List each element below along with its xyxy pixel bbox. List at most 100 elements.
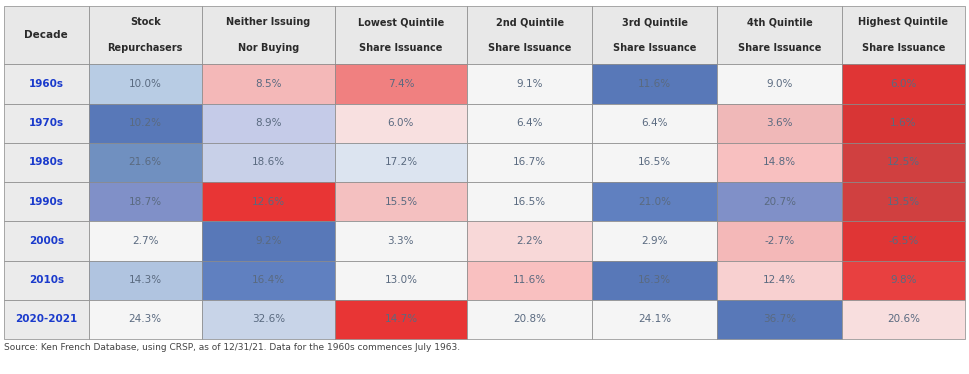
Bar xyxy=(88,300,202,339)
Bar xyxy=(202,261,334,300)
Text: 13.5%: 13.5% xyxy=(887,197,920,207)
Bar xyxy=(467,221,592,261)
Bar xyxy=(592,182,717,221)
Text: 1990s: 1990s xyxy=(29,197,64,207)
Bar xyxy=(88,104,202,143)
Text: Repurchasers: Repurchasers xyxy=(108,43,183,53)
Bar xyxy=(842,104,965,143)
Text: 2.2%: 2.2% xyxy=(516,236,543,246)
Text: 36.7%: 36.7% xyxy=(763,315,797,324)
Text: 8.5%: 8.5% xyxy=(255,79,282,89)
Text: 12.4%: 12.4% xyxy=(763,275,797,285)
Bar xyxy=(592,104,717,143)
Bar xyxy=(467,104,592,143)
Bar xyxy=(842,182,965,221)
Text: 1.6%: 1.6% xyxy=(891,118,917,128)
Bar xyxy=(4,104,88,143)
Bar xyxy=(592,300,717,339)
Bar xyxy=(4,143,88,182)
Text: Nor Buying: Nor Buying xyxy=(237,43,298,53)
Text: 16.4%: 16.4% xyxy=(252,275,285,285)
Bar xyxy=(467,6,592,64)
Text: 18.6%: 18.6% xyxy=(252,157,285,168)
Text: 24.3%: 24.3% xyxy=(129,315,162,324)
Text: 2.7%: 2.7% xyxy=(132,236,159,246)
Text: 10.0%: 10.0% xyxy=(129,79,162,89)
Bar xyxy=(467,143,592,182)
Bar xyxy=(202,143,334,182)
Text: 1980s: 1980s xyxy=(29,157,64,168)
Bar xyxy=(592,143,717,182)
Text: 21.0%: 21.0% xyxy=(639,197,672,207)
Bar xyxy=(592,261,717,300)
Bar xyxy=(717,64,842,104)
Text: Share Issuance: Share Issuance xyxy=(861,43,945,53)
Bar xyxy=(88,64,202,104)
Text: 14.7%: 14.7% xyxy=(385,315,418,324)
Text: 14.3%: 14.3% xyxy=(129,275,162,285)
Text: 20.8%: 20.8% xyxy=(514,315,547,324)
Text: 6.0%: 6.0% xyxy=(891,79,917,89)
Bar xyxy=(467,261,592,300)
Text: 2000s: 2000s xyxy=(29,236,64,246)
Bar xyxy=(592,6,717,64)
Text: 9.0%: 9.0% xyxy=(766,79,793,89)
Bar xyxy=(717,221,842,261)
Bar xyxy=(88,6,202,64)
Text: 9.2%: 9.2% xyxy=(255,236,282,246)
Text: Stock: Stock xyxy=(130,17,161,27)
Text: Share Issuance: Share Issuance xyxy=(359,43,443,53)
Bar xyxy=(842,143,965,182)
Bar xyxy=(202,6,334,64)
Text: 20.6%: 20.6% xyxy=(887,315,920,324)
Bar xyxy=(717,261,842,300)
Bar xyxy=(842,300,965,339)
Text: 3rd Quintile: 3rd Quintile xyxy=(621,17,688,27)
Text: 24.1%: 24.1% xyxy=(638,315,672,324)
Bar xyxy=(717,6,842,64)
Text: 10.2%: 10.2% xyxy=(129,118,162,128)
Text: 1970s: 1970s xyxy=(29,118,64,128)
Bar xyxy=(842,64,965,104)
Text: 11.6%: 11.6% xyxy=(638,79,672,89)
Bar xyxy=(717,104,842,143)
Bar xyxy=(842,261,965,300)
Bar xyxy=(592,221,717,261)
Text: 14.8%: 14.8% xyxy=(763,157,797,168)
Text: 16.7%: 16.7% xyxy=(514,157,547,168)
Bar xyxy=(202,182,334,221)
Text: 12.6%: 12.6% xyxy=(252,197,285,207)
Text: 17.2%: 17.2% xyxy=(385,157,418,168)
Bar xyxy=(717,300,842,339)
Bar xyxy=(334,104,467,143)
Text: 16.5%: 16.5% xyxy=(638,157,672,168)
Bar xyxy=(4,300,88,339)
Bar xyxy=(717,182,842,221)
Bar xyxy=(334,261,467,300)
Text: 8.9%: 8.9% xyxy=(255,118,282,128)
Bar xyxy=(88,182,202,221)
Bar xyxy=(4,261,88,300)
Text: Neither Issuing: Neither Issuing xyxy=(226,17,310,27)
Bar xyxy=(592,64,717,104)
Text: 15.5%: 15.5% xyxy=(385,197,418,207)
Text: 20.7%: 20.7% xyxy=(763,197,796,207)
Bar xyxy=(88,143,202,182)
Bar xyxy=(467,182,592,221)
Text: -2.7%: -2.7% xyxy=(765,236,795,246)
Text: Share Issuance: Share Issuance xyxy=(737,43,821,53)
Bar xyxy=(88,221,202,261)
Text: -6.5%: -6.5% xyxy=(889,236,919,246)
Bar xyxy=(334,6,467,64)
Text: Source: Ken French Database, using CRSP, as of 12/31/21. Data for the 1960s comm: Source: Ken French Database, using CRSP,… xyxy=(4,343,460,352)
Text: 3.3%: 3.3% xyxy=(388,236,414,246)
Bar xyxy=(467,300,592,339)
Text: Lowest Quintile: Lowest Quintile xyxy=(358,17,444,27)
Text: 2020-2021: 2020-2021 xyxy=(16,315,78,324)
Bar xyxy=(202,104,334,143)
Bar xyxy=(202,64,334,104)
Bar xyxy=(202,221,334,261)
Bar xyxy=(4,64,88,104)
Bar xyxy=(334,64,467,104)
Text: Decade: Decade xyxy=(24,30,68,40)
